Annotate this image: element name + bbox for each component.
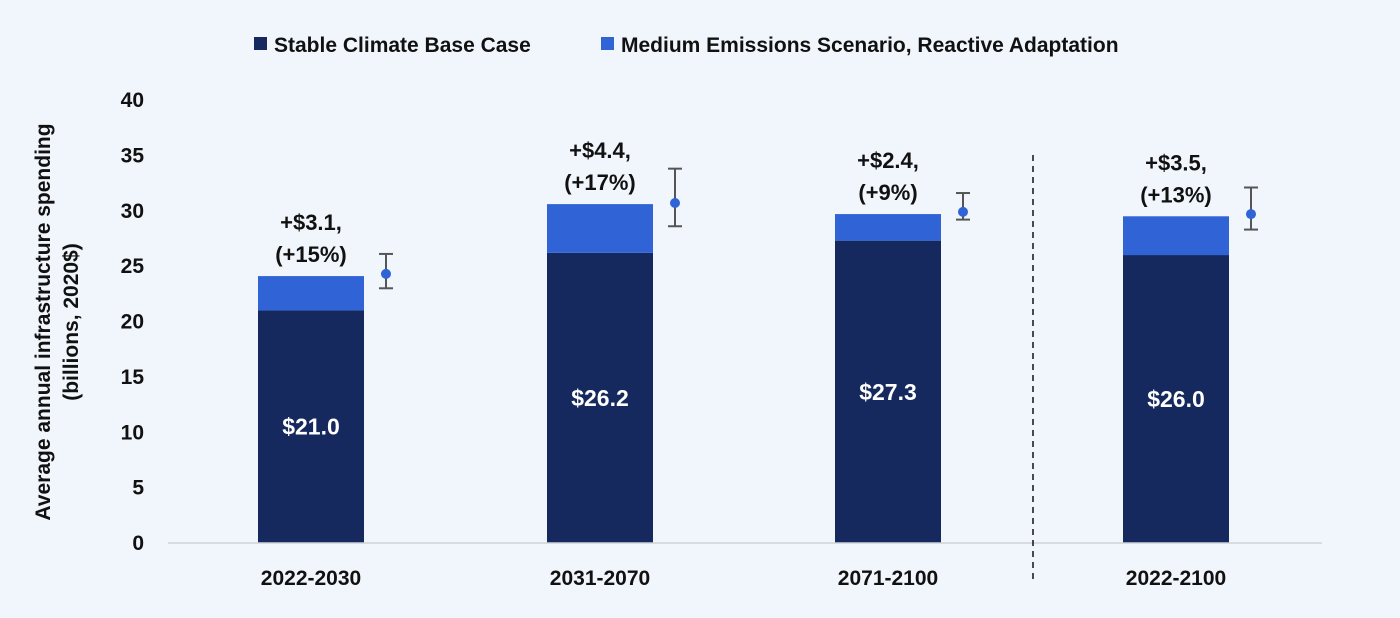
bar-value-label: $26.0 — [1147, 386, 1205, 412]
x-category-label: 2022-2030 — [261, 567, 361, 590]
error-bar-point — [1246, 209, 1256, 220]
error-bar-point — [381, 268, 391, 279]
increment-label-line-1: +$3.5, — [1145, 150, 1207, 175]
y-tick-label: 40 — [121, 89, 144, 112]
increment-label-line-2: (+17%) — [564, 170, 636, 195]
y-tick-label: 0 — [132, 532, 144, 555]
bar-medium-emissions — [835, 214, 941, 241]
bar-value-label: $26.2 — [571, 385, 629, 411]
increment-label-line-1: +$2.4, — [857, 148, 919, 173]
bar-medium-emissions — [258, 276, 364, 311]
y-tick-label: 10 — [121, 421, 144, 444]
legend-swatch-base-case — [254, 37, 267, 50]
legend-label-base-case: Stable Climate Base Case — [274, 34, 531, 57]
bar-base-case — [1123, 255, 1229, 544]
bar-base-case — [547, 252, 653, 543]
error-bar-point — [670, 197, 680, 208]
increment-label-line-2: (+15%) — [275, 242, 347, 267]
y-tick-label: 25 — [121, 255, 145, 278]
y-tick-label: 15 — [121, 366, 145, 389]
bar-base-case — [835, 240, 941, 543]
y-axis-title-line-1: Average annual infrastructure spending — [32, 123, 55, 520]
bar-value-label: $27.3 — [859, 379, 917, 405]
labels-layer: $21.0 +$3.1, (+15%) $26.2 +$4.4, (+17%) $27.3 +… — [275, 138, 1212, 440]
y-axis-title: Average annual infrastructure spending (… — [32, 123, 83, 520]
x-category-label: 2031-2070 — [550, 567, 650, 590]
y-tick-label: 5 — [132, 477, 144, 500]
bar-value-label: $21.0 — [282, 414, 340, 440]
increment-label-line-2: (+9%) — [858, 180, 917, 205]
error-bars-layer — [379, 167, 1258, 290]
y-axis-ticks: 0 5 10 15 20 25 30 35 40 — [121, 89, 145, 555]
x-axis-categories: 2022-2030 2031-2070 2071-2100 2022-2100 — [261, 567, 1226, 590]
bar-base-case — [258, 310, 364, 543]
bar-medium-emissions — [547, 204, 653, 253]
increment-label-line-2: (+13%) — [1140, 182, 1212, 207]
y-tick-label: 20 — [121, 311, 144, 334]
y-tick-label: 30 — [121, 200, 144, 223]
error-bar-point — [958, 206, 968, 217]
y-axis-title-line-2: (billions, 2020$) — [60, 243, 83, 401]
x-category-label: 2071-2100 — [838, 567, 938, 590]
bar-medium-emissions — [1123, 216, 1229, 256]
chart-legend: Stable Climate Base Case Medium Emission… — [254, 34, 1119, 57]
increment-label-line-1: +$4.4, — [569, 138, 631, 163]
legend-label-medium-emissions: Medium Emissions Scenario, Reactive Adap… — [621, 34, 1119, 57]
increment-label-line-1: +$3.1, — [280, 210, 342, 235]
x-category-label: 2022-2100 — [1126, 567, 1226, 590]
bars-layer — [258, 204, 1229, 544]
y-tick-label: 35 — [121, 144, 145, 167]
legend-swatch-medium-emissions — [601, 37, 614, 50]
